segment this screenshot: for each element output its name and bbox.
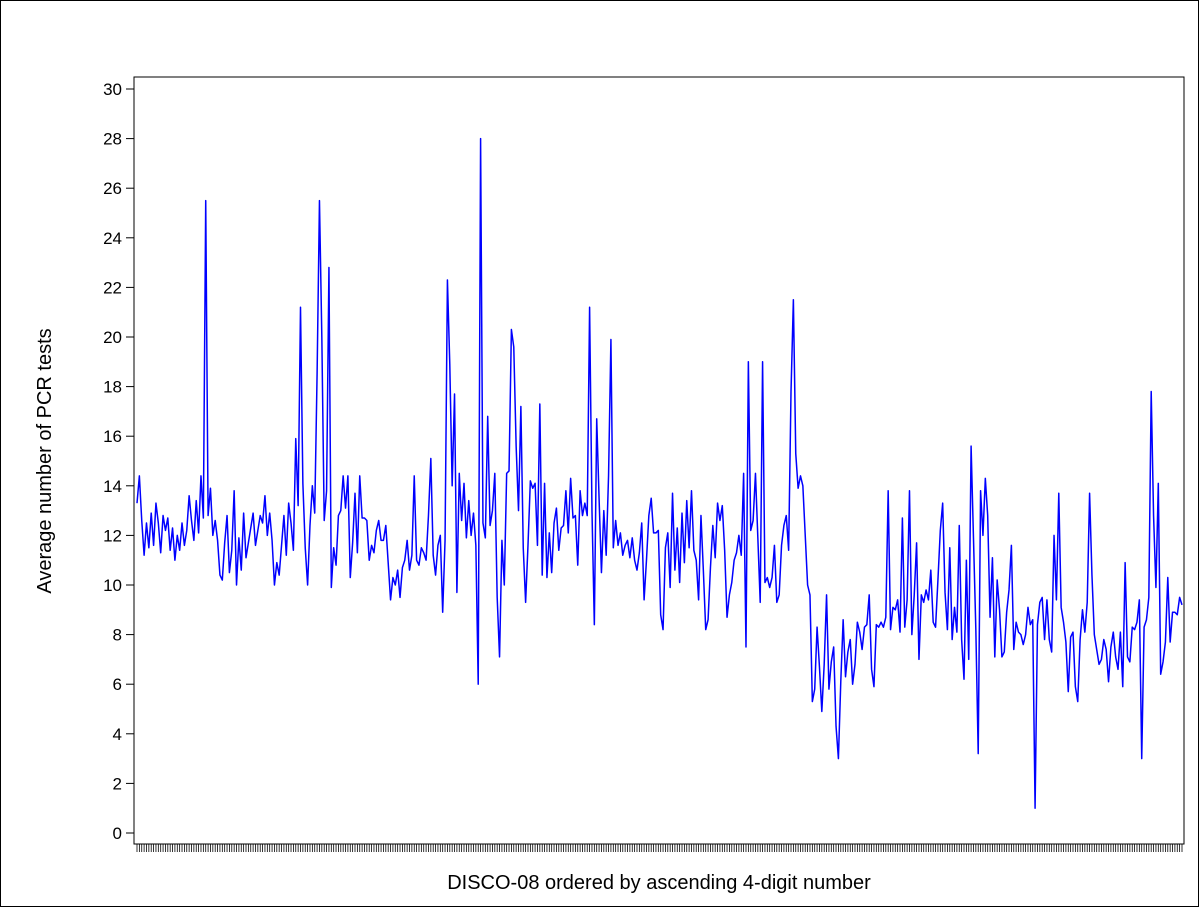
x-axis-ticks <box>136 844 1183 852</box>
y-tick-label: 26 <box>103 179 122 198</box>
y-tick-label: 10 <box>103 576 122 595</box>
y-tick-label: 14 <box>103 477 122 496</box>
y-tick-label: 4 <box>113 725 122 744</box>
y-tick-label: 18 <box>103 378 122 397</box>
y-tick-label: 6 <box>113 675 122 694</box>
y-tick-label: 16 <box>103 427 122 446</box>
y-tick-label: 28 <box>103 130 122 149</box>
x-axis-title: DISCO-08 ordered by ascending 4-digit nu… <box>447 872 871 894</box>
y-tick-label: 22 <box>103 278 122 297</box>
y-axis-title: Average number of PCR tests <box>34 328 56 593</box>
y-tick-label: 2 <box>113 774 122 793</box>
y-tick-label: 20 <box>103 328 122 347</box>
y-tick-label: 12 <box>103 526 122 545</box>
series-line <box>136 137 1183 809</box>
y-tick-label: 30 <box>103 80 122 99</box>
y-tick-label: 8 <box>113 626 122 645</box>
plot-area <box>133 76 1185 845</box>
y-tick-label: 0 <box>113 824 122 843</box>
y-tick-label: 24 <box>103 229 122 248</box>
